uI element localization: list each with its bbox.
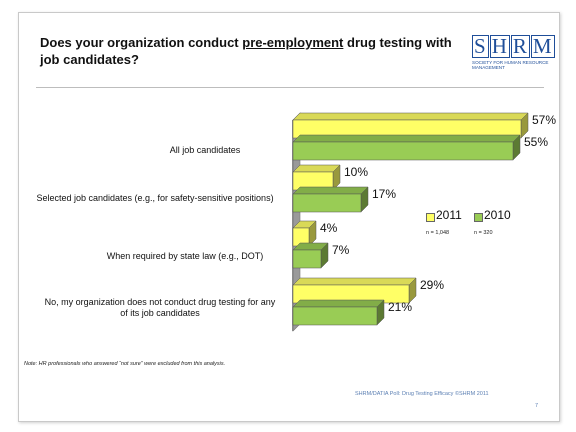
legend-n-2010: n = 320 xyxy=(474,230,493,236)
data-label: 55% xyxy=(524,135,548,149)
data-label: 4% xyxy=(320,221,338,235)
logo-letter: R xyxy=(510,34,530,58)
data-label: 7% xyxy=(332,243,350,257)
legend-n-2011: n = 1,048 xyxy=(426,230,450,236)
data-label: 57% xyxy=(532,113,556,127)
bar-top-face xyxy=(292,112,529,121)
data-label: 21% xyxy=(388,300,412,314)
shrm-logo-subtitle: Society for Human Resource Management xyxy=(472,60,549,70)
legend-swatch-2011 xyxy=(426,213,435,222)
bar xyxy=(292,141,514,161)
title-divider xyxy=(36,87,544,88)
legend-swatch-2010 xyxy=(474,213,483,222)
bar-top-face xyxy=(292,186,369,195)
bar-top-face xyxy=(292,164,341,173)
bar-top-face xyxy=(292,134,521,143)
legend-label-2011: 2011 xyxy=(436,208,462,222)
data-label: 29% xyxy=(420,278,444,292)
category-label: When required by state law (e.g., DOT) xyxy=(106,251,264,261)
title-text-underlined: pre-employment xyxy=(242,35,344,50)
bar-top-face xyxy=(292,299,385,308)
slide-frame xyxy=(18,12,560,422)
bar xyxy=(292,193,362,213)
chart-axis xyxy=(292,120,294,331)
bar xyxy=(292,306,378,326)
category-label: All job candidates xyxy=(169,145,241,155)
source-footer: SHRM/DATIA Poll: Drug Testing Efficacy ©… xyxy=(355,391,489,397)
slide-title: Does your organization conduct pre-emplo… xyxy=(40,34,460,68)
bar-top-face xyxy=(292,277,417,286)
data-label: 17% xyxy=(372,187,396,201)
category-label: No, my organization does not conduct dru… xyxy=(44,297,276,318)
title-text-post: drug testing with job candidates? xyxy=(40,35,452,67)
category-label: Selected job candidates (e.g., for safet… xyxy=(36,193,274,203)
data-label: 10% xyxy=(344,165,368,179)
logo-letter: M xyxy=(530,34,555,58)
logo-letter: H xyxy=(489,34,510,58)
title-text-pre: Does your organization conduct xyxy=(40,35,243,50)
page-number: 7 xyxy=(535,403,539,409)
bar xyxy=(292,249,322,269)
shrm-logo: SHRM Society for Human Resource Manageme… xyxy=(472,34,555,77)
legend-label-2010: 2010 xyxy=(484,208,511,222)
logo-letter: S xyxy=(472,34,489,58)
footnote: Note: HR professionals who answered “not… xyxy=(24,361,226,367)
